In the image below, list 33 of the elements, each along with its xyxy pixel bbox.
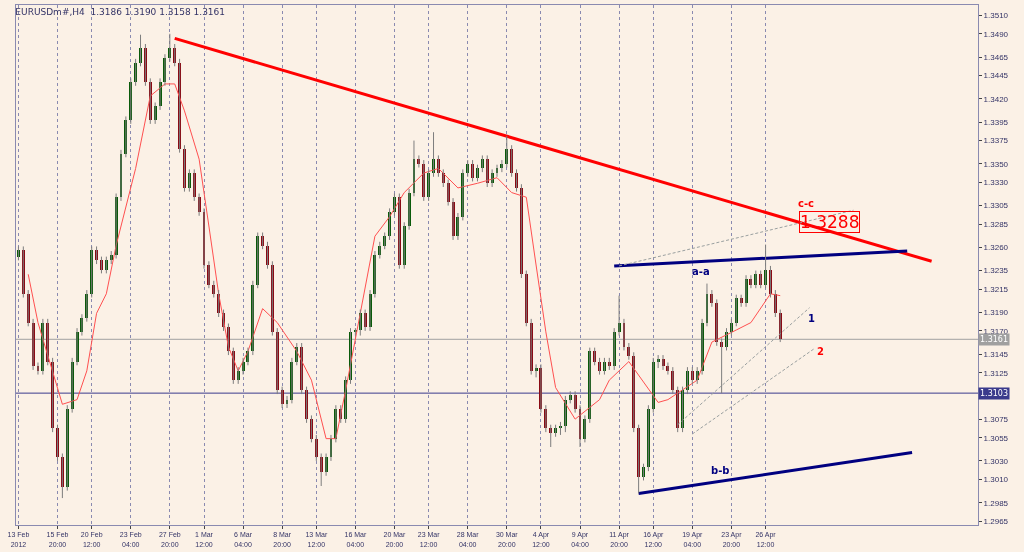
y-tick-label: 1.3260	[983, 243, 1009, 253]
y-tick-label: 1.3350	[983, 159, 1009, 169]
y-tick-label: 1.3490	[983, 29, 1009, 39]
y-tick-label: 1.3375	[983, 136, 1009, 146]
y-tick-label: 1.3510	[983, 11, 1009, 21]
y-tick-label: 1.3330	[983, 178, 1009, 188]
y-tick-label: 1.3190	[983, 308, 1009, 318]
y-tick-label: 1.3010	[983, 475, 1009, 485]
y-tick-label: 1.3235	[983, 266, 1009, 276]
chart-title: EURUSDm#,H4 1.3186 1.3190 1.3158 1.3161	[15, 6, 226, 17]
y-tick-label: 1.2985	[983, 498, 1009, 508]
y-tick-label: 1.3465	[983, 52, 1009, 62]
annotation: c-c	[798, 198, 815, 209]
y-tick-label: 1.3125	[983, 368, 1009, 378]
annotation: b-b	[711, 465, 730, 476]
y-tick-label: 1.3420	[983, 94, 1009, 104]
y-tick-label: 1.3285	[983, 219, 1009, 229]
y-tick-label: 1.3445	[983, 71, 1009, 81]
y-tick-label: 1.3215	[983, 284, 1009, 294]
ref-line-label: 1.3103	[980, 389, 1008, 398]
y-tick-label: 1.3030	[983, 456, 1009, 466]
annotation: 1.3288	[800, 212, 860, 232]
annotation: a-a	[692, 266, 710, 277]
y-tick-label: 1.2965	[983, 517, 1009, 527]
y-tick-label: 1.3145	[983, 349, 1009, 359]
y-tick-label: 1.3395	[983, 117, 1009, 127]
y-tick-label: 1.3170	[983, 326, 1009, 336]
y-tick-label: 1.3305	[983, 201, 1009, 211]
y-tick-label: 1.3055	[983, 433, 1009, 443]
y-tick-label: 1.3075	[983, 414, 1009, 424]
annotation: 2	[817, 346, 824, 357]
annotation: 1	[808, 313, 815, 324]
ref-line-label: 1.3161	[980, 335, 1008, 344]
